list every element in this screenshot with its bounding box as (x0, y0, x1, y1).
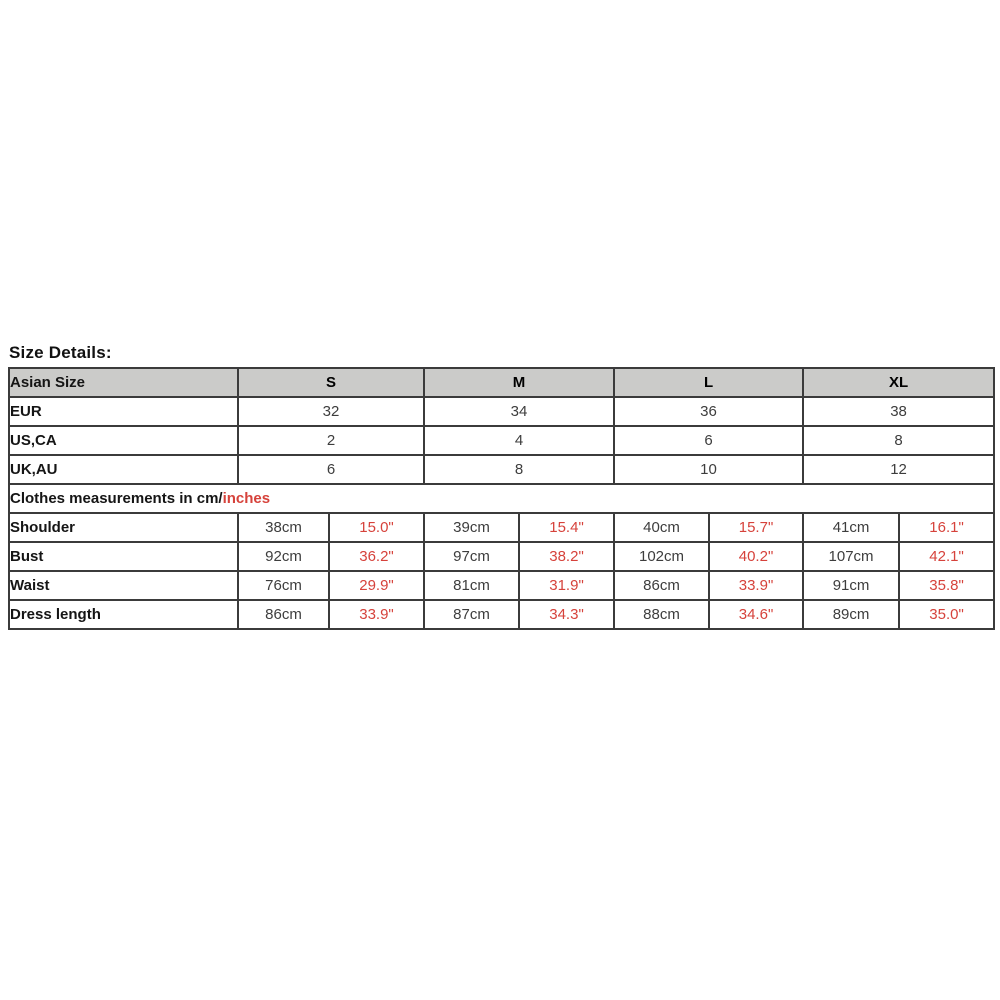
cm-value-cell: 76cm (237, 570, 330, 601)
inch-value-cell: 33.9" (708, 570, 805, 601)
inch-value-cell: 36.2" (327, 541, 426, 572)
size-row-us-ca: US,CA 2 4 6 8 (8, 425, 996, 456)
cm-value-cell: 97cm (423, 541, 521, 572)
inch-value-cell: 33.9" (327, 599, 426, 630)
row-label: Shoulder (8, 512, 239, 543)
inch-value-cell: 35.8" (898, 570, 996, 601)
inch-value-cell: 35.0" (898, 599, 996, 630)
size-value-cell: 36 (613, 396, 805, 427)
cm-value-cell: 81cm (423, 570, 521, 601)
cm-value-cell: 41cm (802, 512, 901, 543)
measure-row-waist: Waist 76cm 29.9" 81cm 31.9" 86cm 33.9" 9… (8, 570, 996, 601)
inch-value-cell: 42.1" (898, 541, 996, 572)
inch-value-cell: 16.1" (898, 512, 996, 543)
inch-value-cell: 15.4" (518, 512, 616, 543)
cm-value-cell: 38cm (237, 512, 330, 543)
measurements-note-black: Clothes measurements in cm/ (10, 490, 223, 507)
cm-value-cell: 91cm (802, 570, 901, 601)
size-value-cell: 6 (613, 425, 805, 456)
row-label: EUR (8, 396, 239, 427)
row-label: Waist (8, 570, 239, 601)
cm-value-cell: 92cm (237, 541, 330, 572)
measure-row-bust: Bust 92cm 36.2" 97cm 38.2" 102cm 40.2" 1… (8, 541, 996, 572)
inch-value-cell: 15.0" (327, 512, 426, 543)
row-label: Dress length (8, 599, 239, 630)
inch-value-cell: 15.7" (708, 512, 805, 543)
inch-value-cell: 29.9" (327, 570, 426, 601)
size-row-eur: EUR 32 34 36 38 (8, 396, 996, 427)
row-label: Bust (8, 541, 239, 572)
inch-value-cell: 40.2" (708, 541, 805, 572)
cm-value-cell: 102cm (613, 541, 711, 572)
measure-row-dress-length: Dress length 86cm 33.9" 87cm 34.3" 88cm … (8, 599, 996, 630)
cm-value-cell: 87cm (423, 599, 521, 630)
size-value-cell: 34 (423, 396, 616, 427)
header-size-xl: XL (802, 367, 996, 398)
inch-value-cell: 38.2" (518, 541, 616, 572)
header-asian-size: Asian Size (8, 367, 239, 398)
cm-value-cell: 88cm (613, 599, 711, 630)
measurements-note-row: Clothes measurements in cm/inches (7, 483, 996, 514)
row-label: UK,AU (8, 454, 239, 485)
cm-value-cell: 107cm (802, 541, 901, 572)
size-value-cell: 6 (236, 454, 426, 485)
inch-value-cell: 34.3" (518, 599, 616, 630)
cm-value-cell: 89cm (802, 599, 901, 630)
cm-value-cell: 86cm (237, 599, 330, 630)
table-header-row: Asian Size S M L XL (8, 367, 996, 398)
size-value-cell: 38 (802, 396, 996, 427)
measure-row-shoulder: Shoulder 38cm 15.0" 39cm 15.4" 40cm 15.7… (8, 512, 996, 543)
page-title: Size Details: (9, 343, 112, 362)
measurements-note-red: inches (222, 490, 271, 507)
measurements-note: Clothes measurements in cm/inches (7, 483, 996, 514)
size-value-cell: 10 (613, 454, 805, 485)
size-value-cell: 8 (802, 425, 996, 456)
inch-value-cell: 34.6" (708, 599, 805, 630)
header-size-m: M (423, 367, 616, 398)
size-row-uk-au: UK,AU 6 8 10 12 (8, 454, 996, 485)
cm-value-cell: 86cm (613, 570, 711, 601)
inch-value-cell: 31.9" (518, 570, 616, 601)
header-size-s: S (236, 367, 426, 398)
size-value-cell: 2 (236, 425, 426, 456)
size-value-cell: 12 (802, 454, 996, 485)
size-value-cell: 4 (423, 425, 616, 456)
header-size-l: L (613, 367, 805, 398)
size-value-cell: 32 (236, 396, 426, 427)
size-chart-table: Asian Size S M L XL EUR 32 34 36 38 US,C… (7, 367, 996, 630)
cm-value-cell: 39cm (423, 512, 521, 543)
size-value-cell: 8 (423, 454, 616, 485)
row-label: US,CA (8, 425, 239, 456)
cm-value-cell: 40cm (613, 512, 711, 543)
